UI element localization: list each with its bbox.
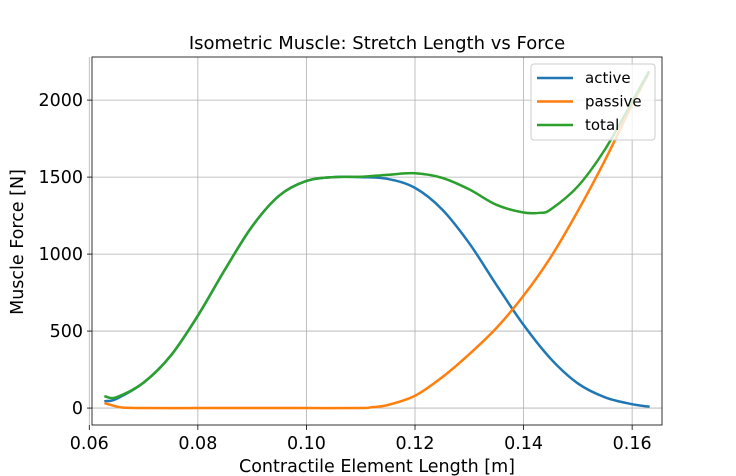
y-axis-ticks: 0 500 1000 1500 2000 (38, 91, 92, 419)
legend-label-passive: passive (585, 93, 642, 111)
y-tick-label: 0 (72, 399, 83, 419)
legend-label-total: total (585, 116, 619, 134)
legend: active passive total (530, 63, 656, 141)
chart-title: Isometric Muscle: Stretch Length vs Forc… (189, 33, 565, 54)
y-tick-label: 1500 (38, 168, 83, 188)
x-tick-label: 0.14 (504, 434, 543, 454)
legend-label-active: active (585, 69, 631, 87)
x-axis-label: Contractile Element Length [m] (239, 457, 515, 476)
y-axis-label: Muscle Force [N] (8, 169, 28, 315)
x-tick-label: 0.06 (70, 434, 109, 454)
y-tick-label: 2000 (38, 91, 83, 111)
series-line-total (104, 70, 651, 400)
legend-box (530, 63, 656, 141)
x-tick-label: 0.16 (613, 434, 652, 454)
x-axis-ticks: 0.06 0.08 0.10 0.12 0.14 0.16 (70, 425, 652, 454)
y-tick-label: 500 (50, 322, 83, 342)
x-tick-label: 0.12 (396, 434, 435, 454)
plot-frame (91, 56, 663, 426)
series-line-passive (104, 72, 651, 410)
series-lines (104, 70, 651, 410)
y-tick-label: 1000 (38, 245, 83, 265)
x-tick-label: 0.08 (178, 434, 217, 454)
x-tick-label: 0.10 (287, 434, 326, 454)
